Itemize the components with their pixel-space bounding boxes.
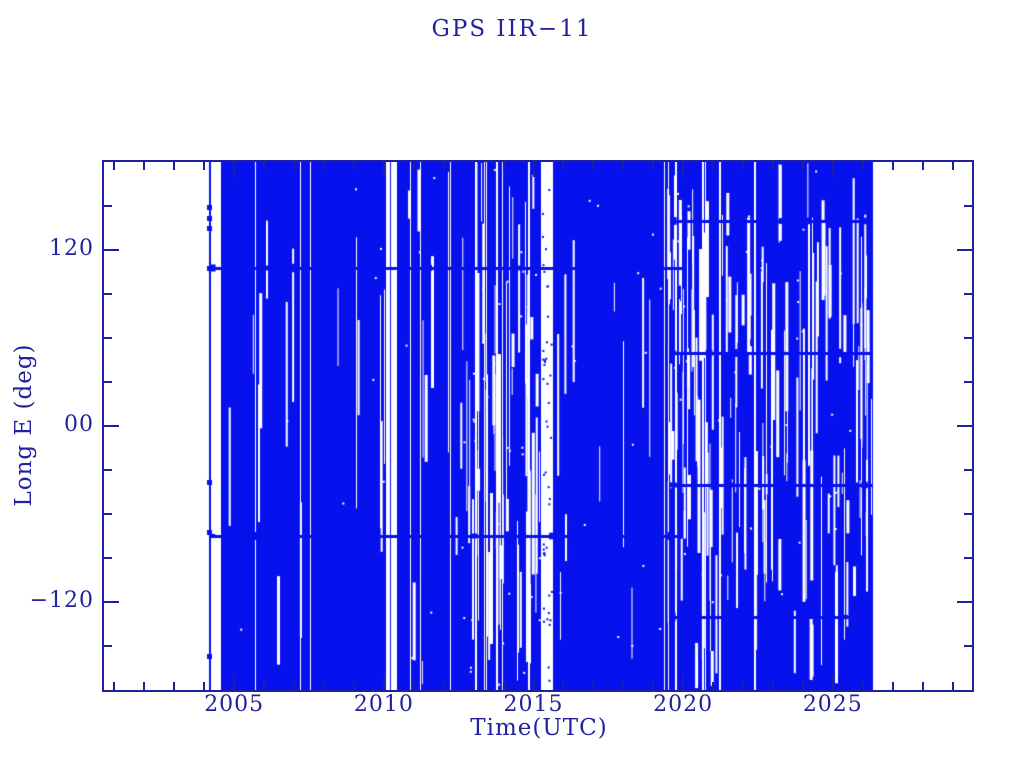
tick-mark bbox=[173, 682, 175, 690]
data-canvas bbox=[104, 162, 972, 690]
tick-mark bbox=[473, 682, 475, 690]
tick-mark bbox=[922, 682, 924, 690]
tick-mark bbox=[952, 682, 954, 690]
tick-mark bbox=[964, 469, 972, 471]
tick-mark bbox=[323, 162, 325, 170]
tick-mark bbox=[772, 682, 774, 690]
x-axis-title: Time(UTC) bbox=[470, 715, 608, 741]
tick-mark bbox=[652, 162, 654, 170]
tick-mark bbox=[503, 162, 505, 170]
tick-mark bbox=[104, 601, 119, 603]
tick-mark bbox=[712, 162, 714, 170]
tick-mark bbox=[293, 682, 295, 690]
tick-mark bbox=[802, 682, 804, 690]
tick-mark bbox=[113, 682, 115, 690]
tick-mark bbox=[802, 162, 804, 170]
tick-mark bbox=[562, 162, 564, 170]
tick-mark bbox=[353, 162, 355, 170]
tick-mark bbox=[832, 162, 834, 177]
tick-mark bbox=[104, 249, 119, 251]
tick-mark bbox=[413, 162, 415, 170]
tick-mark bbox=[233, 675, 235, 690]
tick-mark bbox=[533, 162, 535, 177]
tick-mark bbox=[104, 425, 119, 427]
tick-mark bbox=[143, 162, 145, 170]
tick-mark bbox=[104, 337, 112, 339]
tick-mark bbox=[104, 469, 112, 471]
tick-mark bbox=[443, 682, 445, 690]
tick-mark bbox=[413, 682, 415, 690]
tick-mark bbox=[712, 682, 714, 690]
tick-mark bbox=[263, 162, 265, 170]
tick-mark bbox=[104, 645, 112, 647]
tick-mark bbox=[104, 557, 112, 559]
tick-mark bbox=[533, 675, 535, 690]
x-tick-label: 2025 bbox=[802, 692, 863, 717]
y-tick-label: 00 bbox=[64, 412, 94, 437]
tick-mark bbox=[203, 162, 205, 170]
tick-mark bbox=[323, 682, 325, 690]
x-tick-label: 2015 bbox=[503, 692, 564, 717]
tick-mark bbox=[964, 645, 972, 647]
x-tick-label: 2005 bbox=[204, 692, 265, 717]
chart-title: GPS IIR−11 bbox=[431, 16, 593, 42]
tick-mark bbox=[862, 162, 864, 170]
tick-mark bbox=[383, 675, 385, 690]
tick-mark bbox=[862, 682, 864, 690]
tick-mark bbox=[964, 557, 972, 559]
tick-mark bbox=[562, 682, 564, 690]
tick-mark bbox=[473, 162, 475, 170]
tick-mark bbox=[964, 205, 972, 207]
y-tick-label: 120 bbox=[49, 236, 94, 261]
tick-mark bbox=[742, 162, 744, 170]
tick-mark bbox=[964, 337, 972, 339]
tick-mark bbox=[892, 162, 894, 170]
tick-mark bbox=[742, 682, 744, 690]
tick-mark bbox=[104, 513, 112, 515]
tick-mark bbox=[143, 682, 145, 690]
tick-mark bbox=[113, 162, 115, 170]
plot-area bbox=[102, 160, 974, 692]
tick-mark bbox=[892, 682, 894, 690]
tick-mark bbox=[592, 162, 594, 170]
tick-mark bbox=[443, 162, 445, 170]
tick-mark bbox=[682, 675, 684, 690]
tick-mark bbox=[263, 682, 265, 690]
x-tick-label: 2010 bbox=[353, 692, 414, 717]
tick-mark bbox=[622, 162, 624, 170]
tick-mark bbox=[293, 162, 295, 170]
tick-mark bbox=[964, 513, 972, 515]
tick-mark bbox=[682, 162, 684, 177]
tick-mark bbox=[772, 162, 774, 170]
tick-mark bbox=[592, 682, 594, 690]
tick-mark bbox=[964, 381, 972, 383]
tick-mark bbox=[957, 425, 972, 427]
x-tick-label: 2020 bbox=[653, 692, 714, 717]
tick-mark bbox=[922, 162, 924, 170]
tick-mark bbox=[383, 162, 385, 177]
tick-mark bbox=[503, 682, 505, 690]
tick-mark bbox=[104, 293, 112, 295]
tick-mark bbox=[233, 162, 235, 177]
tick-mark bbox=[104, 381, 112, 383]
tick-mark bbox=[173, 162, 175, 170]
tick-mark bbox=[622, 682, 624, 690]
tick-mark bbox=[353, 682, 355, 690]
tick-mark bbox=[832, 675, 834, 690]
y-tick-label: −120 bbox=[29, 588, 94, 613]
tick-mark bbox=[952, 162, 954, 170]
tick-mark bbox=[104, 205, 112, 207]
tick-mark bbox=[964, 293, 972, 295]
tick-mark bbox=[957, 601, 972, 603]
tick-mark bbox=[652, 682, 654, 690]
tick-mark bbox=[957, 249, 972, 251]
tick-mark bbox=[203, 682, 205, 690]
